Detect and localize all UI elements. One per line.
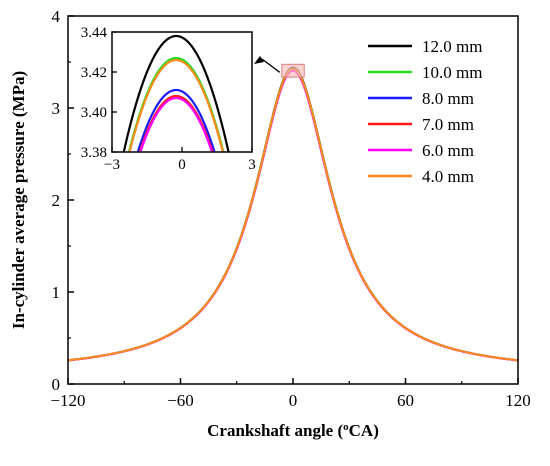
- inset-series-line-1: [127, 56, 225, 152]
- legend: 12.0 mm 10.0 mm 8.0 mm 7.0 mm 6.0 mm 4.0 mm: [368, 37, 482, 186]
- inset-x-tick-label: 3: [248, 157, 256, 173]
- inset-series-line-5: [128, 58, 224, 152]
- legend-label-5: 4.0 mm: [422, 167, 474, 186]
- x-tick-label: 0: [289, 391, 298, 410]
- x-axis-title: Crankshaft angle (oCA): [207, 421, 379, 440]
- inset-y-tick-label: 3.42: [81, 65, 107, 81]
- main-plot: −120 −60 0 60 120 0 1 2 3 4 Crankshaft angle (oCA)…: [9, 7, 531, 440]
- inset-series-group: [122, 34, 230, 152]
- inset-series-line-3: [138, 94, 214, 152]
- y-tick-label: 0: [52, 375, 61, 394]
- x-tick-label: 60: [397, 391, 414, 410]
- inset-x-tick-label: 0: [178, 157, 186, 173]
- x-tick-label: 120: [505, 391, 531, 410]
- inset-series-line-0: [122, 34, 230, 152]
- y-tick-label: 4: [52, 7, 61, 26]
- inset-y-tick-label: 3.40: [81, 105, 107, 121]
- inset-y-tick-label: 3.44: [81, 25, 108, 41]
- legend-label-0: 12.0 mm: [422, 37, 482, 56]
- inset-plot: −3 0 3 3.38 3.40 3.42 3.44: [81, 25, 281, 173]
- y-axis-title: In-cylinder average pressure (MPa): [9, 71, 28, 329]
- legend-label-2: 8.0 mm: [422, 89, 474, 108]
- zoom-arrow-shaft: [261, 58, 281, 73]
- x-tick-label: −60: [167, 391, 194, 410]
- inset-series-line-4: [139, 96, 214, 152]
- x-tick-label: −120: [50, 391, 85, 410]
- y-tick-label: 2: [52, 191, 61, 210]
- y-tick-label: 3: [52, 99, 61, 118]
- inset-series-line-2: [136, 88, 216, 152]
- legend-label-3: 7.0 mm: [422, 115, 474, 134]
- inset-y-tick-label: 3.38: [81, 145, 107, 161]
- legend-label-1: 10.0 mm: [422, 63, 482, 82]
- inset-x-tick-label: −3: [104, 157, 120, 173]
- y-tick-label: 1: [52, 283, 61, 302]
- zoom-highlight-box: [281, 63, 305, 78]
- zoom-arrow-head: [254, 56, 264, 64]
- legend-label-4: 6.0 mm: [422, 141, 474, 160]
